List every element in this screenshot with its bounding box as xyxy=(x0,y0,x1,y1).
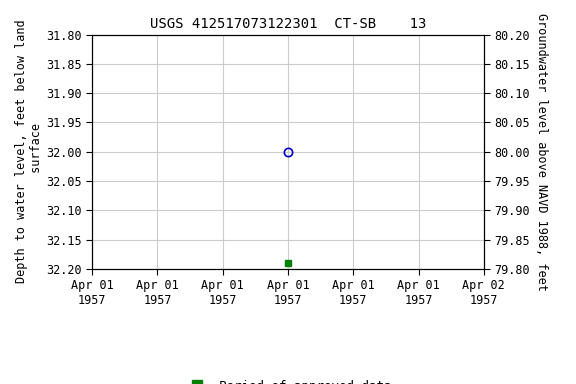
Y-axis label: Depth to water level, feet below land
 surface: Depth to water level, feet below land su… xyxy=(16,20,43,283)
Legend: Period of approved data: Period of approved data xyxy=(179,376,397,384)
Title: USGS 412517073122301  CT-SB    13: USGS 412517073122301 CT-SB 13 xyxy=(150,17,426,31)
Y-axis label: Groundwater level above NAVD 1988, feet: Groundwater level above NAVD 1988, feet xyxy=(536,13,548,291)
